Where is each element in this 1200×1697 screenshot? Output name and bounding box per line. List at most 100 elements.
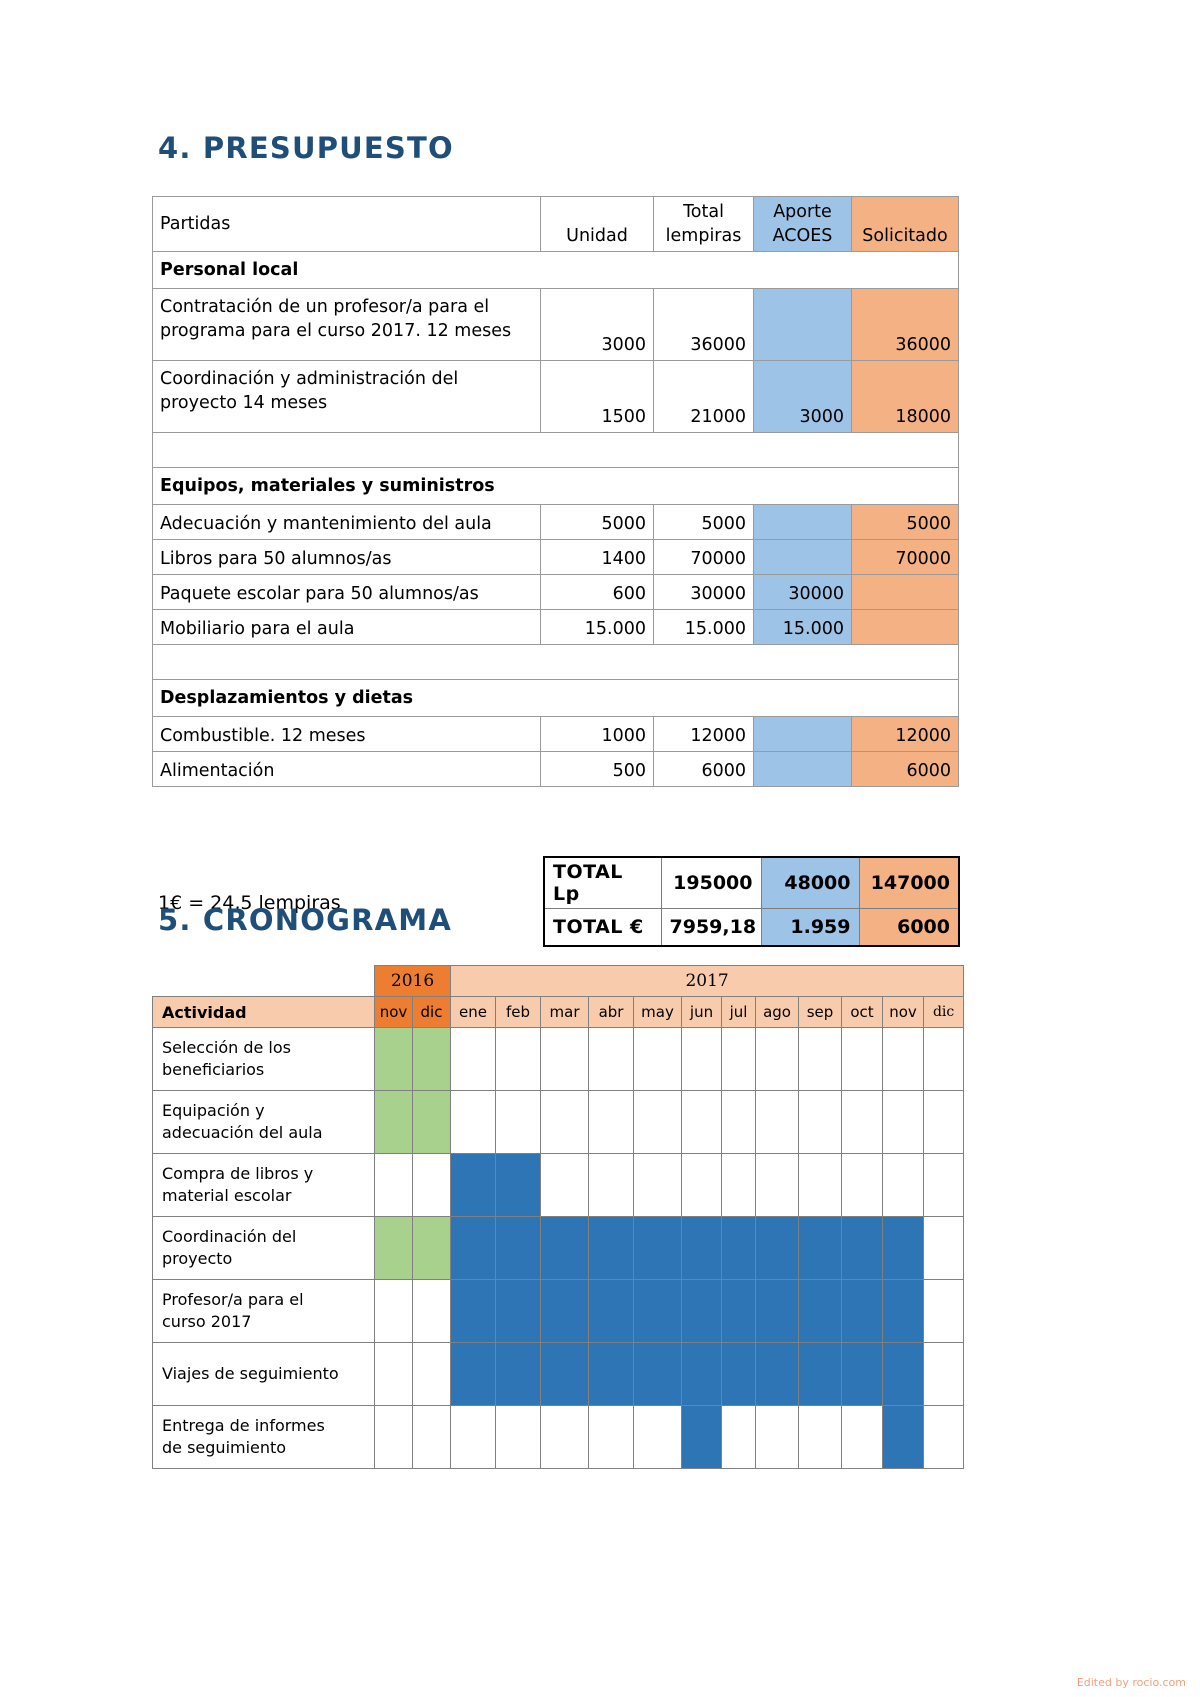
gantt-cell-sep-10 — [798, 1153, 843, 1217]
gantt-cell-jun-7 — [681, 1342, 723, 1406]
gantt-cell-dic-1 — [411, 1090, 452, 1154]
gantt-activity-line2: proyecto — [162, 1249, 233, 1268]
gantt-cell-ene-2 — [450, 1405, 497, 1469]
gantt-activity-line1: Entrega de informes — [162, 1416, 325, 1436]
footer-credit: Edited by rocio.com — [1076, 1676, 1186, 1689]
gantt-cell-dic-13 — [923, 1279, 965, 1343]
budget-solicitado-cell: 18000 — [851, 360, 959, 434]
gantt-activity-row: Compra de libros y material escolar — [152, 1153, 965, 1217]
gantt-cell-nov-12 — [882, 1153, 925, 1217]
gantt-cell-may-6 — [633, 1342, 683, 1406]
page-title-cronograma: 5. CRONOGRAMA — [158, 903, 452, 937]
gantt-cell-ago-9 — [755, 1279, 800, 1343]
budget-totals-table: TOTAL Lp 195000 48000 147000 TOTAL € 795… — [543, 856, 960, 947]
budget-table-body: Partidas Unidad Total lempiras Aporte AC… — [152, 195, 959, 788]
budget-total-cell: 6000 — [653, 751, 754, 788]
budget-partida-cell: Mobiliario para el aula — [152, 609, 541, 646]
schedule-gantt-body: 2016 2017 Actividad nov dic ene feb mar … — [152, 965, 965, 1028]
gantt-month-oct: oct — [841, 996, 884, 1028]
gantt-cell-dic-13 — [923, 1216, 965, 1280]
gantt-month-dic: dic — [923, 996, 965, 1028]
gantt-activity-line2: beneficiarios — [162, 1060, 265, 1079]
budget-total-cell: 15.000 — [653, 609, 754, 646]
budget-aporte-cell — [753, 539, 852, 576]
gantt-cell-nov-12 — [882, 1279, 925, 1343]
gantt-month-dic-2016: dic — [411, 996, 452, 1028]
totals-row-lempiras: TOTAL Lp 195000 48000 147000 — [543, 856, 960, 909]
budget-unidad-cell: 15.000 — [540, 609, 654, 646]
budget-total-cell: 21000 — [653, 360, 754, 434]
gantt-cell-ago-9 — [755, 1027, 800, 1091]
budget-group-header-row: Personal local — [152, 251, 959, 290]
gantt-cell-abr-5 — [588, 1405, 635, 1469]
gantt-cell-feb-3 — [495, 1216, 542, 1280]
gantt-cell-mar-4 — [540, 1090, 590, 1154]
budget-group-title-desplazamientos: Desplazamientos y dietas — [152, 679, 959, 718]
budget-partida-cell: Adecuación y mantenimiento del aula — [152, 504, 541, 541]
gantt-month-jun: jun — [681, 996, 723, 1028]
gantt-cell-nov-12 — [882, 1090, 925, 1154]
gantt-cell-abr-5 — [588, 1279, 635, 1343]
budget-col-total-line2: lempiras — [665, 226, 742, 247]
gantt-activity-line2: material escolar — [162, 1186, 292, 1205]
budget-unidad-cell: 1400 — [540, 539, 654, 576]
budget-partida-cell: Combustible. 12 meses — [152, 716, 541, 753]
budget-solicitado-cell: 36000 — [851, 288, 959, 362]
gantt-activity-row: Entrega de informes de seguimiento — [152, 1405, 965, 1469]
budget-totals-body: TOTAL Lp 195000 48000 147000 TOTAL € 795… — [543, 856, 960, 947]
gantt-cell-dic-13 — [923, 1027, 965, 1091]
budget-partida-cell: Paquete escolar para 50 alumnos/as — [152, 574, 541, 611]
gantt-cell-ago-9 — [755, 1090, 800, 1154]
budget-solicitado-cell — [851, 609, 959, 646]
gantt-cell-dic-1 — [411, 1405, 452, 1469]
table-row: Paquete escolar para 50 alumnos/as 600 3… — [152, 574, 959, 611]
gantt-cell-nov-12 — [882, 1342, 925, 1406]
gantt-activity-label: Coordinación del proyecto — [152, 1216, 375, 1280]
gantt-activity-row: Equipación y adecuación del aula — [152, 1090, 965, 1154]
budget-aporte-cell — [753, 716, 852, 753]
budget-group-title-equipos: Equipos, materiales y suministros — [152, 467, 959, 506]
exchange-rate-note: 1€ = 24,5 lempiras — [158, 892, 341, 914]
gantt-cell-nov-12 — [882, 1027, 925, 1091]
gantt-cell-may-6 — [633, 1405, 683, 1469]
gantt-cell-dic-1 — [411, 1216, 452, 1280]
gantt-cell-may-6 — [633, 1216, 683, 1280]
gantt-activity-row: Profesor/a para el curso 2017 — [152, 1279, 965, 1343]
gantt-activity-row: Selección de los beneficiarios — [152, 1027, 965, 1091]
budget-col-aporte-line2: ACOES — [772, 226, 833, 247]
schedule-gantt-table: 2016 2017 Actividad nov dic ene feb mar … — [152, 965, 965, 1469]
budget-partida-line1: Coordinación y administración del — [160, 369, 459, 390]
gantt-cell-feb-3 — [495, 1405, 542, 1469]
table-row: Alimentación 500 6000 6000 — [152, 751, 959, 788]
gantt-cell-feb-3 — [495, 1090, 542, 1154]
gantt-month-may: may — [633, 996, 683, 1028]
gantt-cell-ene-2 — [450, 1090, 497, 1154]
gantt-cell-jun-7 — [681, 1279, 723, 1343]
gantt-year-2016: 2016 — [373, 965, 452, 997]
budget-total-cell: 30000 — [653, 574, 754, 611]
totals-label-lp: TOTAL Lp — [543, 856, 662, 909]
gantt-activity-row: Coordinación del proyecto — [152, 1216, 965, 1280]
gantt-cell-jul-8 — [721, 1405, 757, 1469]
gantt-cell-jul-8 — [721, 1153, 757, 1217]
gantt-cell-dic-1 — [411, 1153, 452, 1217]
totals-solicitado-lp: 147000 — [858, 856, 960, 909]
gantt-cell-feb-3 — [495, 1153, 542, 1217]
budget-partida-cell: Contratación de un profesor/a para el pr… — [152, 288, 541, 362]
budget-aporte-cell — [753, 504, 852, 541]
gantt-cell-ene-2 — [450, 1153, 497, 1217]
page-title-presupuesto: 4. PRESUPUESTO — [158, 131, 454, 165]
gantt-month-abr: abr — [588, 996, 635, 1028]
totals-total-lp: 195000 — [660, 856, 762, 909]
budget-total-cell: 70000 — [653, 539, 754, 576]
gantt-cell-oct-11 — [841, 1342, 884, 1406]
gantt-cell-jun-7 — [681, 1027, 723, 1091]
gantt-cell-jul-8 — [721, 1342, 757, 1406]
gantt-activity-label: Compra de libros y material escolar — [152, 1153, 375, 1217]
budget-partida-cell: Alimentación — [152, 751, 541, 788]
budget-partida-line1: Contratación de un profesor/a para el — [160, 297, 490, 318]
gantt-cell-jul-8 — [721, 1216, 757, 1280]
table-row: Adecuación y mantenimiento del aula 5000… — [152, 504, 959, 541]
budget-col-aporte: Aporte ACOES — [753, 195, 852, 253]
gantt-month-sep: sep — [798, 996, 843, 1028]
